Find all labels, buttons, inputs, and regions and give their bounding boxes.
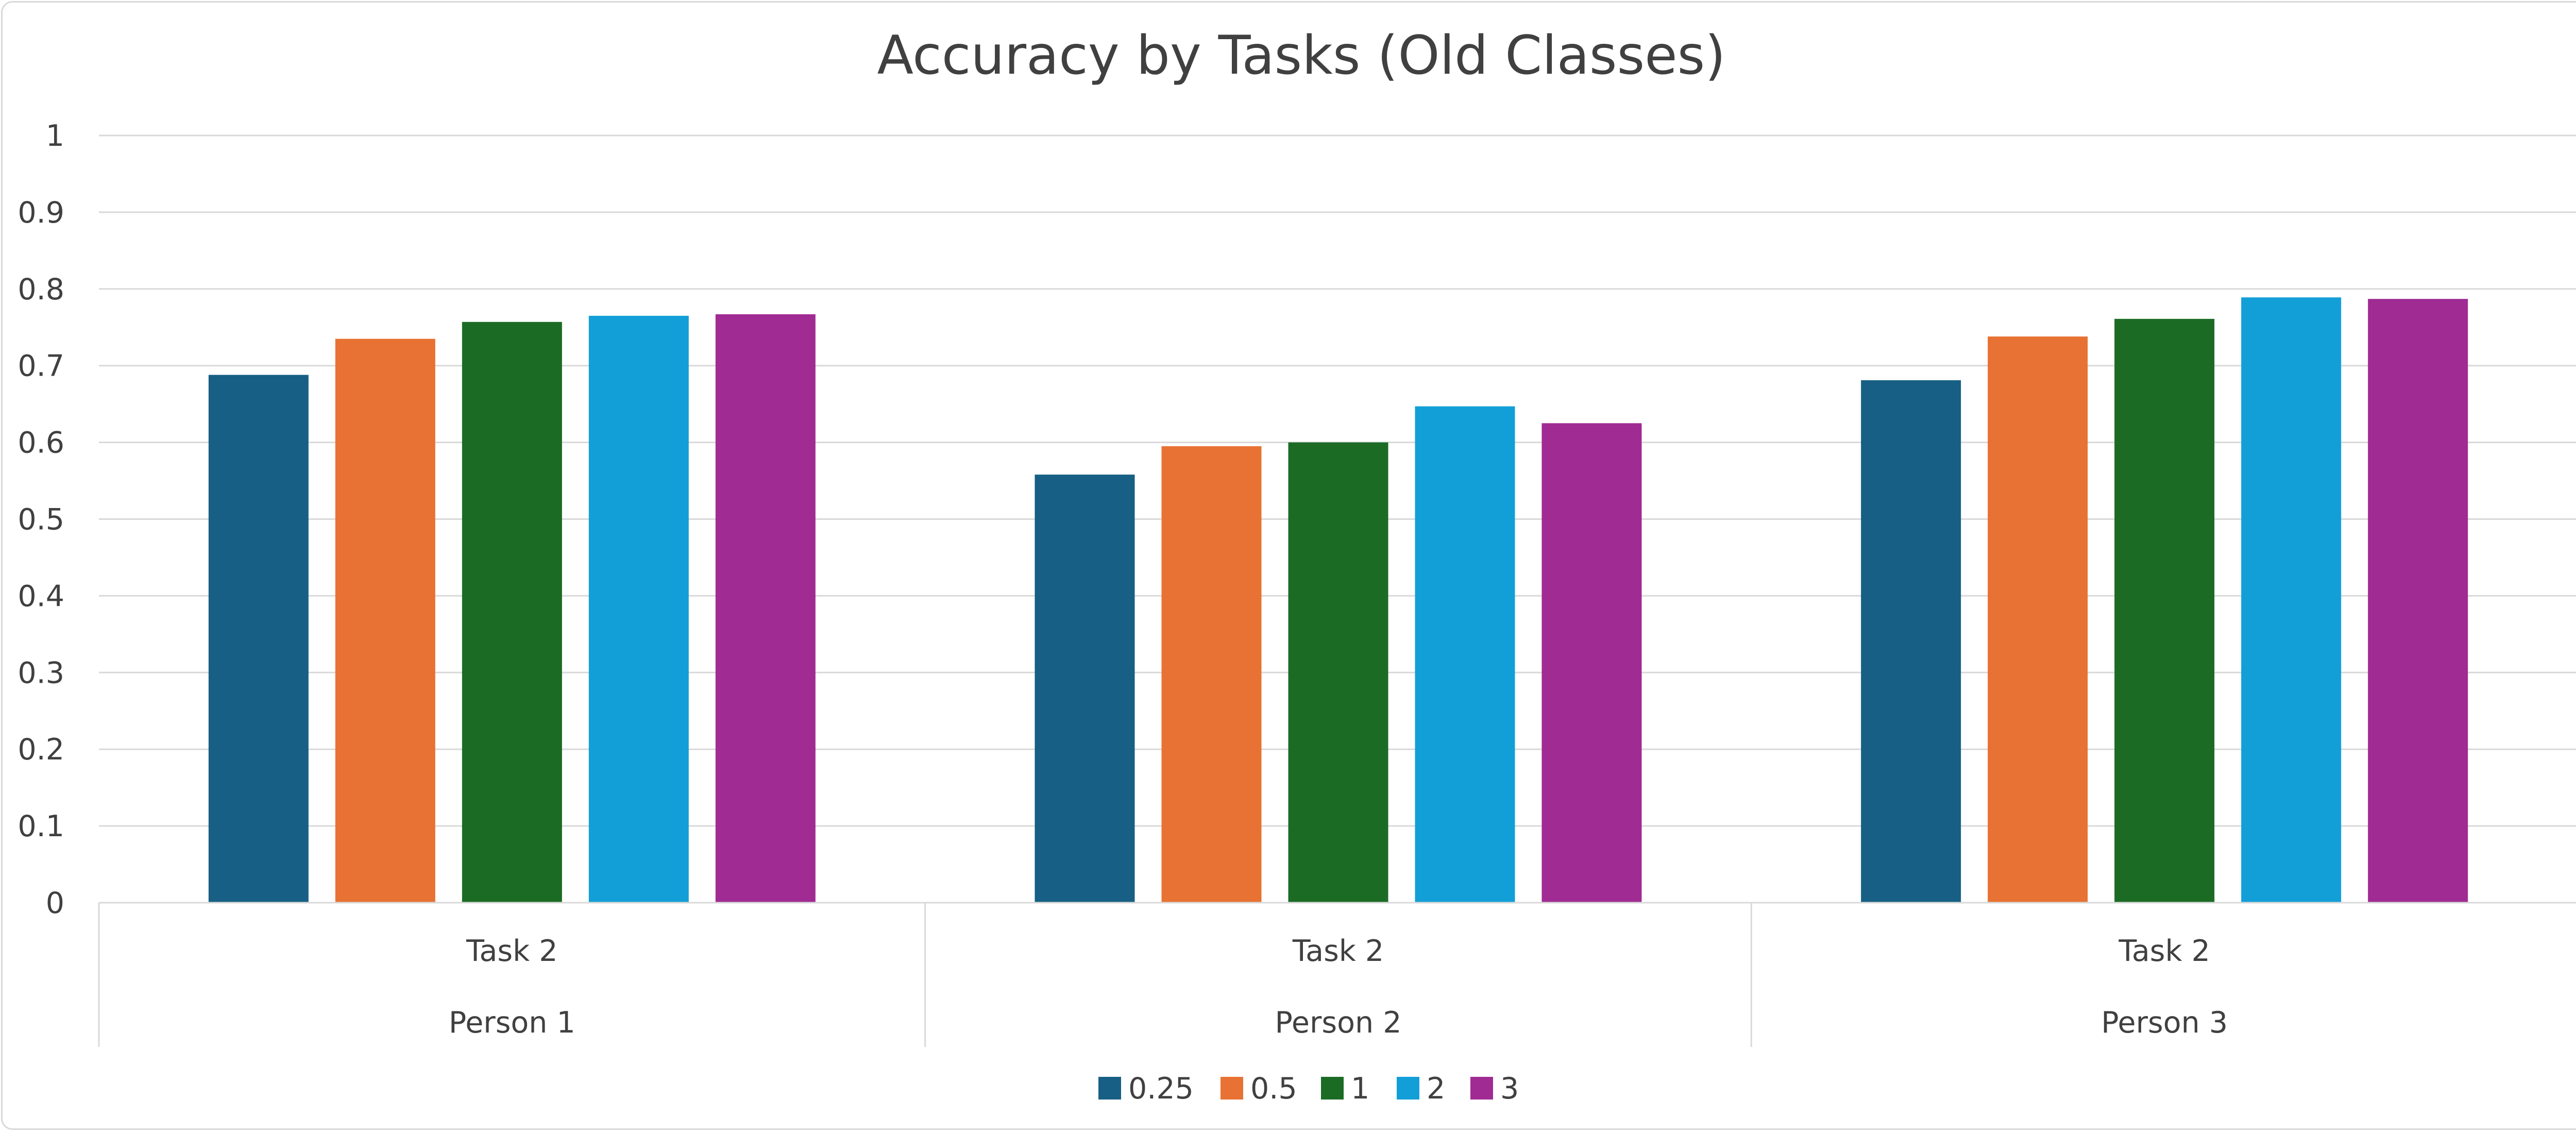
bar [588, 315, 689, 903]
x-tick-label: Task 2 [2118, 934, 2210, 968]
legend-swatch [1321, 1077, 1344, 1100]
bar [335, 339, 435, 903]
bar [462, 322, 562, 903]
y-tick-label: 0.1 [18, 809, 64, 843]
legend-swatch [1397, 1077, 1419, 1100]
y-axis: 0 0.1 0.2 0.3 0.4 0.5 0.6 0.7 0.8 0.9 1 [18, 119, 64, 920]
y-tick-label: 0.6 [18, 426, 64, 460]
bar [1861, 380, 1961, 903]
bar [1288, 442, 1388, 903]
bar [1541, 423, 1642, 903]
y-tick-label: 0.7 [18, 349, 64, 383]
legend-label: 0.5 [1250, 1072, 1297, 1106]
bar [208, 375, 309, 903]
legend-label: 3 [1500, 1072, 1519, 1106]
legend: 0.25 0.5 1 2 3 [1098, 1072, 1519, 1106]
x-tick-label: Task 2 [466, 934, 557, 968]
legend-swatch [1221, 1077, 1243, 1100]
bars [208, 297, 2468, 903]
bar [2114, 318, 2215, 903]
chart-title: Accuracy by Tasks (Old Classes) [877, 25, 1726, 87]
bar [1035, 475, 1135, 903]
y-tick-label: 0.3 [18, 656, 64, 690]
bar [715, 314, 816, 903]
y-tick-label: 0.9 [18, 196, 64, 230]
legend-label: 0.25 [1128, 1072, 1194, 1106]
bar [1161, 446, 1262, 903]
y-tick-label: 1 [46, 119, 64, 153]
x-group-label: Person 1 [449, 1006, 575, 1040]
y-tick-label: 0.4 [18, 579, 64, 613]
bar [2368, 299, 2468, 903]
legend-label: 2 [1427, 1072, 1445, 1106]
legend-swatch [1098, 1077, 1121, 1100]
y-tick-label: 0.8 [18, 273, 64, 307]
y-tick-label: 0.2 [18, 733, 64, 767]
y-tick-label: 0.5 [18, 503, 64, 537]
bar [1988, 336, 2088, 903]
x-group-label: Person 2 [1275, 1006, 1402, 1040]
x-tick-label: Task 2 [1292, 934, 1384, 968]
bar [1415, 406, 1515, 903]
x-axis: Task 2 Person 1 Task 2 Person 2 Task 2 Person… [98, 902, 2576, 1047]
legend-label: 1 [1351, 1072, 1369, 1106]
bar [2241, 297, 2342, 903]
y-tick-label: 0 [46, 886, 64, 920]
legend-swatch [1470, 1077, 1493, 1100]
x-group-label: Person 3 [2101, 1006, 2228, 1040]
